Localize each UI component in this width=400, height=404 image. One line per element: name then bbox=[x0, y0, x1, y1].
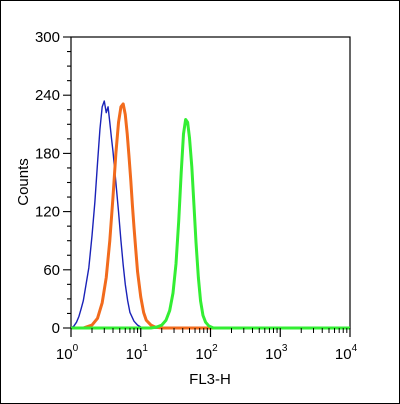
x-axis-title: FL3-H bbox=[189, 371, 231, 388]
x-tick-label: 103 bbox=[265, 343, 288, 363]
histogram-series-1 bbox=[70, 100, 350, 329]
y-tick-label: 180 bbox=[35, 145, 60, 162]
x-tick-label: 101 bbox=[126, 343, 149, 363]
y-tick-label: 300 bbox=[35, 29, 60, 46]
histogram-series-2 bbox=[71, 102, 350, 330]
y-tick-label: 240 bbox=[35, 87, 60, 104]
y-tick-label: 120 bbox=[35, 204, 60, 221]
y-axis-title: Counts bbox=[15, 158, 32, 206]
y-axis-ticks: 0 60 120 180 240 300 bbox=[35, 29, 71, 337]
x-tick-label: 100 bbox=[56, 343, 79, 363]
histogram-series-3 bbox=[71, 117, 350, 330]
x-tick-label: 102 bbox=[195, 343, 218, 363]
x-tick-label: 104 bbox=[335, 343, 358, 363]
histogram-curves bbox=[70, 100, 350, 330]
y-tick-label: 0 bbox=[52, 320, 60, 337]
x-axis-ticks: 100 101 102 103 104 bbox=[56, 328, 358, 363]
y-tick-label: 60 bbox=[43, 262, 60, 279]
